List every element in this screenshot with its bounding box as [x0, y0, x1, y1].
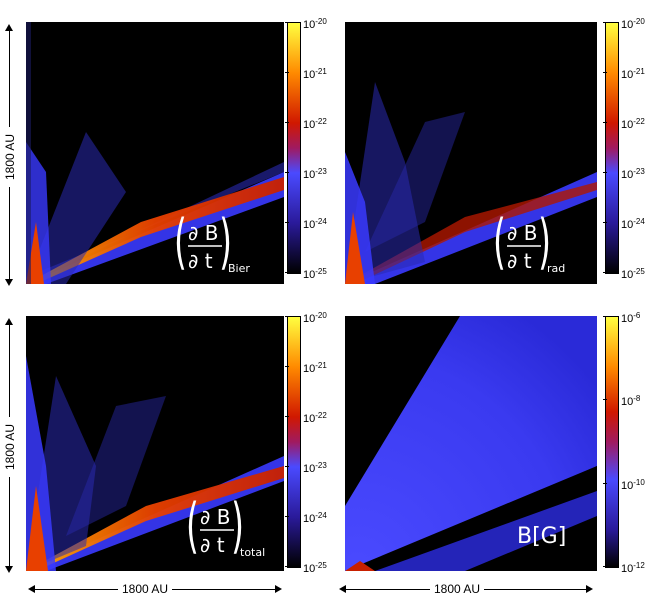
equation-total: ( ∂ B ∂ t ) total — [186, 494, 284, 564]
eq-num-bier: ∂ B — [188, 221, 218, 245]
colorbar-tick-label: 10-23 — [621, 167, 645, 181]
colorbar-tick-label: 10-24 — [303, 217, 327, 231]
eq-den-total: ∂ t — [200, 533, 225, 557]
heatmap-bier — [26, 22, 284, 284]
left-axis-top-label: 1800 AU — [3, 127, 17, 187]
colorbar-tick-label: 10-6 — [621, 311, 641, 325]
eq-num-rad: ∂ B — [507, 221, 537, 245]
colorbar-tick-mark — [603, 272, 607, 273]
colorbar-bfield — [605, 316, 619, 568]
bottom-axis-right-label: 1800 AU — [430, 582, 485, 596]
colorbar-rad — [605, 22, 619, 274]
colorbar-tick-label: 10-25 — [303, 267, 327, 281]
colorbar-tick-mark — [603, 222, 607, 223]
svg-text:): ) — [231, 494, 244, 561]
bottom-axis-left-label: 1800 AU — [118, 582, 173, 596]
equation-bier: ( ∂ B ∂ t ) Bier — [174, 210, 284, 280]
svg-text:(: ( — [174, 210, 187, 277]
colorbar-tick-mark — [603, 172, 607, 173]
colorbar-tick-mark — [603, 22, 607, 23]
colorbar-tick-label: 10-22 — [303, 411, 327, 425]
eq-sub-total: total — [240, 546, 265, 559]
colorbar-tick-label: 10-8 — [621, 394, 641, 409]
left-axis-bottom-label: 1800 AU — [3, 417, 17, 477]
colorbar-tick-label: 10-25 — [303, 561, 327, 575]
colorbar-tick-label: 10-23 — [303, 167, 327, 181]
colorbar-tick-mark — [285, 466, 289, 467]
colorbar-tick-label: 10-21 — [303, 361, 327, 375]
colorbar-tick-mark — [603, 566, 607, 567]
colorbar-tick-mark — [603, 72, 607, 73]
svg-text:): ) — [219, 210, 232, 277]
colorbar-tick-mark — [285, 316, 289, 317]
heatmap-bfield — [345, 316, 597, 571]
heatmap-total — [26, 316, 284, 571]
colorbar-tick-mark — [285, 22, 289, 23]
colorbar-tick-mark — [603, 122, 607, 123]
colorbar-tick-label: 10-22 — [303, 117, 327, 131]
bfield-label: B[G] — [517, 524, 567, 549]
colorbar-tick-mark — [285, 172, 289, 173]
colorbar-tick-mark — [285, 122, 289, 123]
eq-den-bier: ∂ t — [188, 249, 213, 273]
colorbar-tick-mark — [285, 272, 289, 273]
colorbar-tick-mark — [285, 222, 289, 223]
eq-den-rad: ∂ t — [507, 249, 532, 273]
colorbar-total — [287, 316, 301, 568]
colorbar-tick-mark — [603, 399, 607, 401]
colorbar-tick-mark — [603, 482, 607, 484]
colorbar-tick-label: 10-20 — [621, 17, 645, 31]
heatmap-rad — [345, 22, 597, 284]
colorbar-tick-label: 10-20 — [303, 17, 327, 31]
colorbar-tick-label: 10-10 — [621, 477, 645, 492]
colorbar-tick-label: 10-21 — [621, 67, 645, 81]
colorbar-tick-label: 10-24 — [621, 217, 645, 231]
colorbar-tick-label: 10-21 — [303, 67, 327, 81]
panel-rad: ( ∂ B ∂ t ) rad — [345, 22, 597, 284]
colorbar-tick-mark — [285, 566, 289, 567]
eq-sub-bier: Bier — [228, 262, 250, 275]
panel-total: ( ∂ B ∂ t ) total — [26, 316, 284, 571]
svg-text:(: ( — [186, 494, 199, 561]
colorbar-tick-mark — [285, 72, 289, 73]
colorbar-bier — [287, 22, 301, 274]
colorbar-tick-mark — [285, 416, 289, 417]
colorbar-tick-label: 10-12 — [621, 561, 645, 575]
colorbar-tick-label: 10-23 — [303, 461, 327, 475]
colorbar-tick-mark — [285, 366, 289, 367]
panel-bfield: B[G] — [345, 316, 597, 571]
colorbar-tick-mark — [285, 516, 289, 517]
panel-bier: ( ∂ B ∂ t ) Bier — [26, 22, 284, 284]
eq-sub-rad: rad — [547, 262, 565, 275]
colorbar-tick-mark — [603, 316, 607, 317]
colorbar-tick-label: 10-22 — [621, 117, 645, 131]
colorbar-tick-label: 10-20 — [303, 311, 327, 325]
equation-rad: ( ∂ B ∂ t ) rad — [493, 210, 597, 280]
colorbar-tick-label: 10-25 — [621, 267, 645, 281]
colorbar-tick-label: 10-24 — [303, 511, 327, 525]
svg-text:): ) — [538, 210, 551, 277]
svg-text:(: ( — [493, 210, 506, 277]
eq-num-total: ∂ B — [200, 505, 230, 529]
